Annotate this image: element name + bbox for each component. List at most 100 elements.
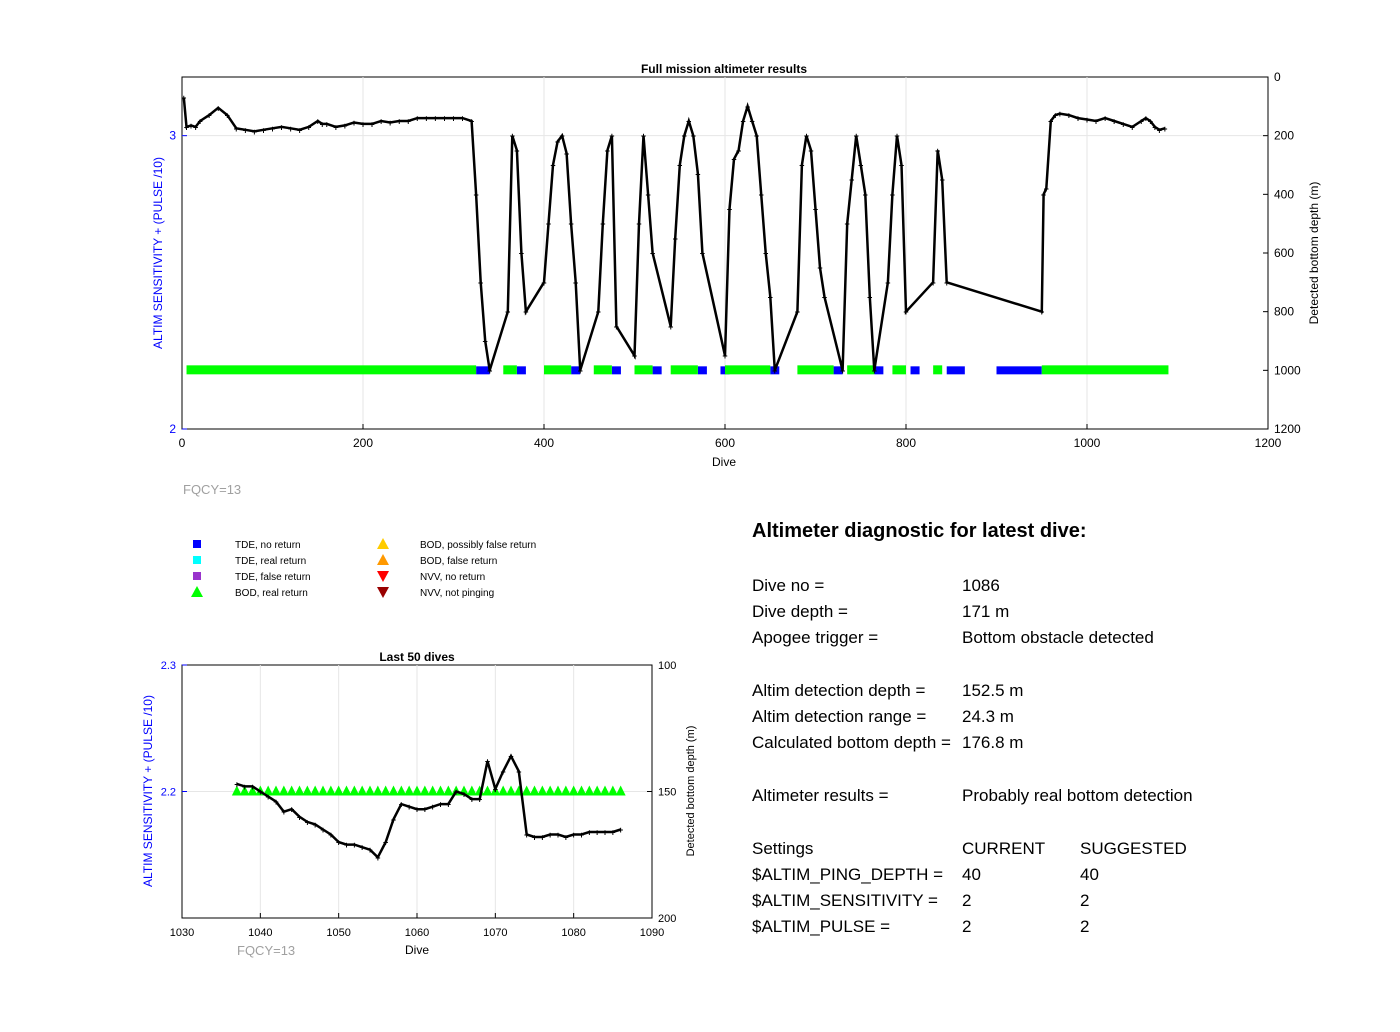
legend-label: BOD, false return [420, 556, 497, 567]
depth-point: + [845, 219, 850, 229]
depth-point: + [478, 278, 483, 288]
bod-real-return-marker [443, 785, 454, 796]
suggested-header: SUGGESTED [1080, 839, 1187, 858]
depth-point: + [367, 845, 372, 855]
bod-real-return-marker [278, 785, 289, 796]
bod-real-return-marker [600, 785, 610, 796]
depth-point: + [763, 249, 768, 259]
bod-real-return-marker [349, 785, 360, 796]
tde-no-return-marks [516, 366, 526, 375]
depth-point: + [872, 366, 877, 376]
depth-point: + [1162, 124, 1167, 134]
depth-point: + [677, 161, 682, 171]
depth-point: + [415, 114, 420, 124]
x-tick-label: 1070 [483, 927, 507, 939]
small-xlabel: Dive [405, 943, 429, 957]
depth-point: + [546, 219, 551, 229]
bod-real-return-marks [725, 365, 771, 375]
small-y2label: Detected bottom depth (m) [685, 726, 697, 857]
depth-point: + [1112, 117, 1117, 127]
depth-point: + [1084, 115, 1089, 125]
depth-point: + [555, 830, 560, 840]
depth-point: + [523, 307, 528, 317]
bod-real-return-marks [634, 365, 653, 375]
depth-point: + [261, 125, 266, 135]
y2-tick-label: 800 [1274, 305, 1294, 319]
depth-point: + [460, 114, 465, 124]
depth-point: + [569, 219, 574, 229]
y2-tick-label: 200 [1274, 129, 1294, 143]
depth-point: + [483, 337, 488, 347]
depth-point: + [519, 249, 524, 259]
legend-marker [193, 556, 201, 564]
main-y2label: Detected bottom depth (m) [1307, 182, 1321, 325]
depth-point: + [184, 122, 189, 132]
depth-point: + [243, 125, 248, 135]
depth-point: + [854, 131, 859, 141]
bod-real-return-marker [607, 785, 618, 796]
main-depth-line [182, 97, 1166, 371]
bod-real-return-marker [553, 785, 563, 796]
depth-point: + [252, 127, 257, 137]
depth-point: + [477, 795, 482, 805]
y2-tick-label: 1000 [1274, 363, 1301, 377]
depth-point: + [438, 800, 443, 810]
depth-point: + [351, 118, 356, 128]
bod-real-return-marker [615, 785, 626, 796]
legend-marker [377, 554, 389, 565]
y2-tick-label: 150 [658, 787, 676, 799]
depth-point: + [532, 833, 537, 843]
depth-point: + [1048, 117, 1053, 127]
bod-real-return-marker [271, 785, 281, 796]
small-ylabel: ALTIM SENSITIVITY + (PULSE /10) [141, 695, 155, 887]
bod-real-return-marker [318, 785, 328, 796]
depth-point: + [596, 307, 601, 317]
depth-point: + [571, 830, 576, 840]
legend-label: NVV, not pinging [420, 588, 494, 599]
tde-no-return-marks [996, 366, 1042, 375]
depth-point: + [320, 119, 325, 129]
depth-point: + [505, 307, 510, 317]
depth-point: + [540, 833, 545, 843]
legend-marker [193, 572, 201, 580]
pulse-current: 2 [962, 917, 972, 936]
depth-point: + [682, 131, 687, 141]
sensitivity-label: $ALTIM_SENSITIVITY = [752, 891, 938, 910]
depth-point: + [808, 146, 813, 156]
ping-depth-suggested: 40 [1080, 865, 1099, 884]
depth-point: + [1121, 119, 1126, 129]
sensitivity-current: 2 [962, 891, 972, 910]
depth-point: + [454, 787, 459, 797]
depth-point: + [369, 119, 374, 129]
depth-point: + [564, 149, 569, 159]
depth-point: + [451, 114, 456, 124]
depth-point: + [600, 219, 605, 229]
depth-point: + [541, 278, 546, 288]
dive-depth-value: 171 m [962, 602, 1010, 621]
detection-range-value: 24.3 m [962, 707, 1014, 726]
depth-point: + [618, 825, 623, 835]
depth-point: + [181, 93, 186, 103]
depth-point: + [840, 366, 845, 376]
tde-no-return-marks [652, 366, 662, 375]
depth-point: + [328, 830, 333, 840]
depth-point: + [555, 137, 560, 147]
depth-point: + [804, 131, 809, 141]
apogee-label: Apogee trigger = [752, 628, 879, 647]
x-tick-label: 0 [179, 436, 186, 450]
bod-real-return-marker [529, 785, 540, 796]
depth-point: + [587, 827, 592, 837]
depth-point: + [225, 111, 230, 121]
bod-real-return-marker [427, 785, 438, 796]
depth-point: + [602, 827, 607, 837]
tde-no-return-marks [833, 366, 843, 375]
depth-point: + [1039, 307, 1044, 317]
depth-point: + [342, 121, 347, 131]
depth-point: + [508, 752, 513, 762]
detection-range-label: Altim detection range = [752, 707, 927, 726]
y-tick-label: 2.3 [161, 660, 176, 672]
depth-point: + [614, 322, 619, 332]
depth-point: + [473, 190, 478, 200]
depth-point: + [944, 278, 949, 288]
depth-point: + [1066, 111, 1071, 121]
